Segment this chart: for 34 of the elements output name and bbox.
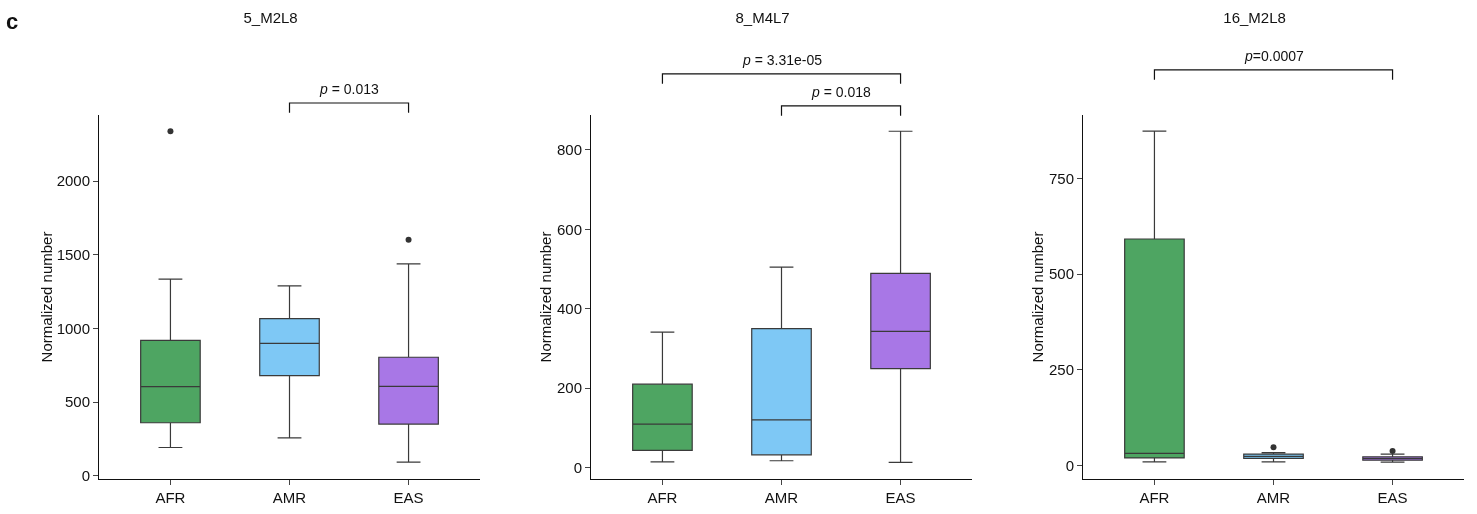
x-tick-label: AFR xyxy=(647,489,678,506)
y-tick-label: 750 xyxy=(1048,169,1074,187)
y-tick-label: 200 xyxy=(556,379,582,397)
x-tick-label: AMR xyxy=(1256,489,1291,506)
text: p = 0.013 xyxy=(319,81,379,97)
text: p = 0.018 xyxy=(811,84,871,100)
x-tick-label: EAS xyxy=(885,489,916,506)
y-tick-label: 600 xyxy=(556,220,582,238)
x-tick-label: AFR xyxy=(155,489,186,506)
y-axis-title: Normalized number xyxy=(537,231,554,363)
y-tick-label: 2000 xyxy=(56,172,90,190)
x-tick-label: AMR xyxy=(764,489,799,506)
y-tick-label: 400 xyxy=(556,299,582,317)
y-tick-label: 1000 xyxy=(56,319,90,337)
chart-title: 5_M2L8 xyxy=(243,9,298,27)
y-tick-label: 1500 xyxy=(56,246,90,264)
y-tick-label: 250 xyxy=(1048,361,1074,379)
y-tick-label: 0 xyxy=(1065,456,1074,474)
x-tick-label: AFR xyxy=(1139,489,1170,506)
text: c xyxy=(6,9,19,34)
y-tick-label: 0 xyxy=(81,466,90,484)
y-axis-title: Normalized number xyxy=(37,231,55,363)
x-tick-label: AMR xyxy=(272,489,307,506)
x-tick-label: EAS xyxy=(393,489,424,506)
text: p=0.0007 xyxy=(1244,48,1305,64)
y-tick-label: 0 xyxy=(573,458,582,476)
x-tick-label: EAS xyxy=(1377,489,1408,506)
chart-title: 8_M4L7 xyxy=(735,9,790,27)
text: p = 3.31e-05 xyxy=(742,52,823,68)
y-axis-title: Normalized number xyxy=(1029,231,1046,363)
y-tick-label: 500 xyxy=(64,393,90,411)
y-tick-label: 800 xyxy=(556,141,582,159)
y-tick-label: 500 xyxy=(1048,265,1074,283)
chart-title: 16_M2L8 xyxy=(1223,9,1286,27)
